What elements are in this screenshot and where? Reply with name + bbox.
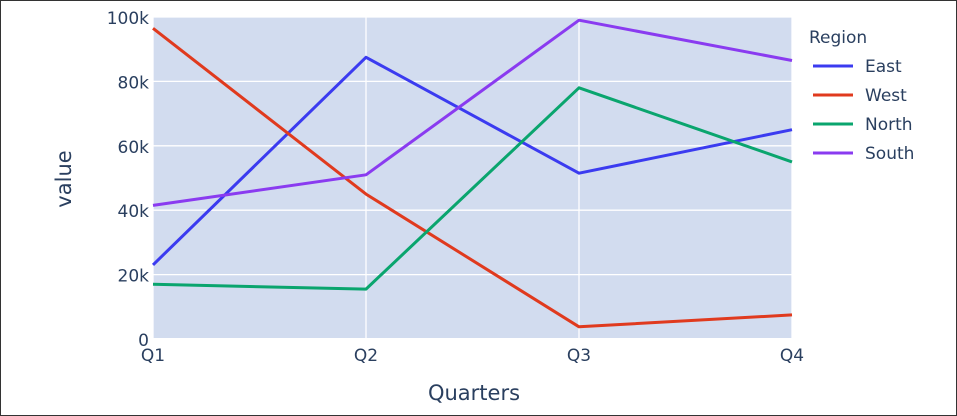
x-tick-label: Q1 [141,346,165,366]
legend-label-south: South [865,144,914,164]
y-tick-labels: 0 20k 40k 60k 80k 100k [107,9,149,351]
legend-title: Region [809,28,867,48]
x-tick-label: Q2 [354,346,378,366]
legend-items: East West North South [813,57,914,164]
x-tick-labels: Q1 Q2 Q3 Q4 [141,346,804,366]
y-tick-label: 60k [118,138,150,158]
y-tick-label: 80k [118,73,150,93]
series-line-north [152,86,793,291]
legend: Region East West North South [809,28,914,164]
gridlines [152,16,793,340]
legend-label-west: West [865,86,907,106]
legend-label-north: North [865,115,913,135]
series-line-south [152,18,793,207]
y-tick-label: 0 [138,331,149,351]
x-tick-label: Q3 [567,346,591,366]
y-axis-title: value [52,150,76,207]
x-tick-label: Q4 [780,346,804,366]
legend-label-east: East [865,57,902,77]
series-line-east [151,55,793,266]
series-lines [151,18,793,329]
y-tick-label: 100k [107,9,149,29]
x-axis-title: Quarters [428,381,520,405]
series-line-west [152,27,793,329]
y-tick-label: 40k [118,202,150,222]
y-tick-label: 20k [118,267,150,287]
plot-area [153,17,792,339]
